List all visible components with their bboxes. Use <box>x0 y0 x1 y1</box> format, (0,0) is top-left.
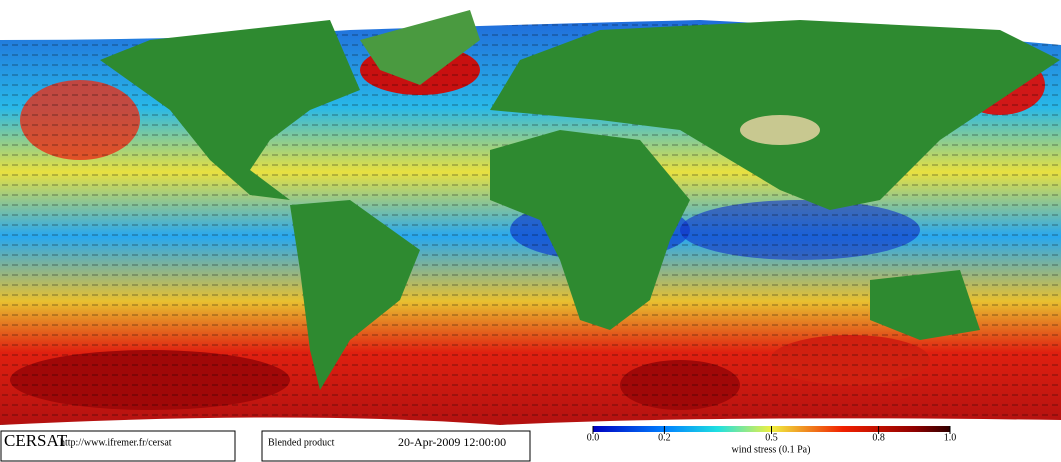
colorbar-label: wind stress (0.1 Pa) <box>732 444 811 455</box>
logo: CERSAT <box>4 431 68 450</box>
product-box <box>261 430 531 462</box>
colorbar-tick-label: 0.5 <box>765 432 778 443</box>
url: http://www.ifremer.fr/cersat <box>60 437 172 448</box>
credit-box <box>0 430 236 462</box>
colorbar-tick-label: 0.0 <box>587 432 600 443</box>
map <box>0 0 1061 430</box>
colorbar-tick-label: 1.0 <box>944 432 957 443</box>
colorbar-tick-label: 0.2 <box>658 432 671 443</box>
date: 20-Apr-2009 12:00:00 <box>398 435 506 449</box>
product: Blended product <box>268 437 335 448</box>
colorbar-tick-label: 0.8 <box>872 432 885 443</box>
